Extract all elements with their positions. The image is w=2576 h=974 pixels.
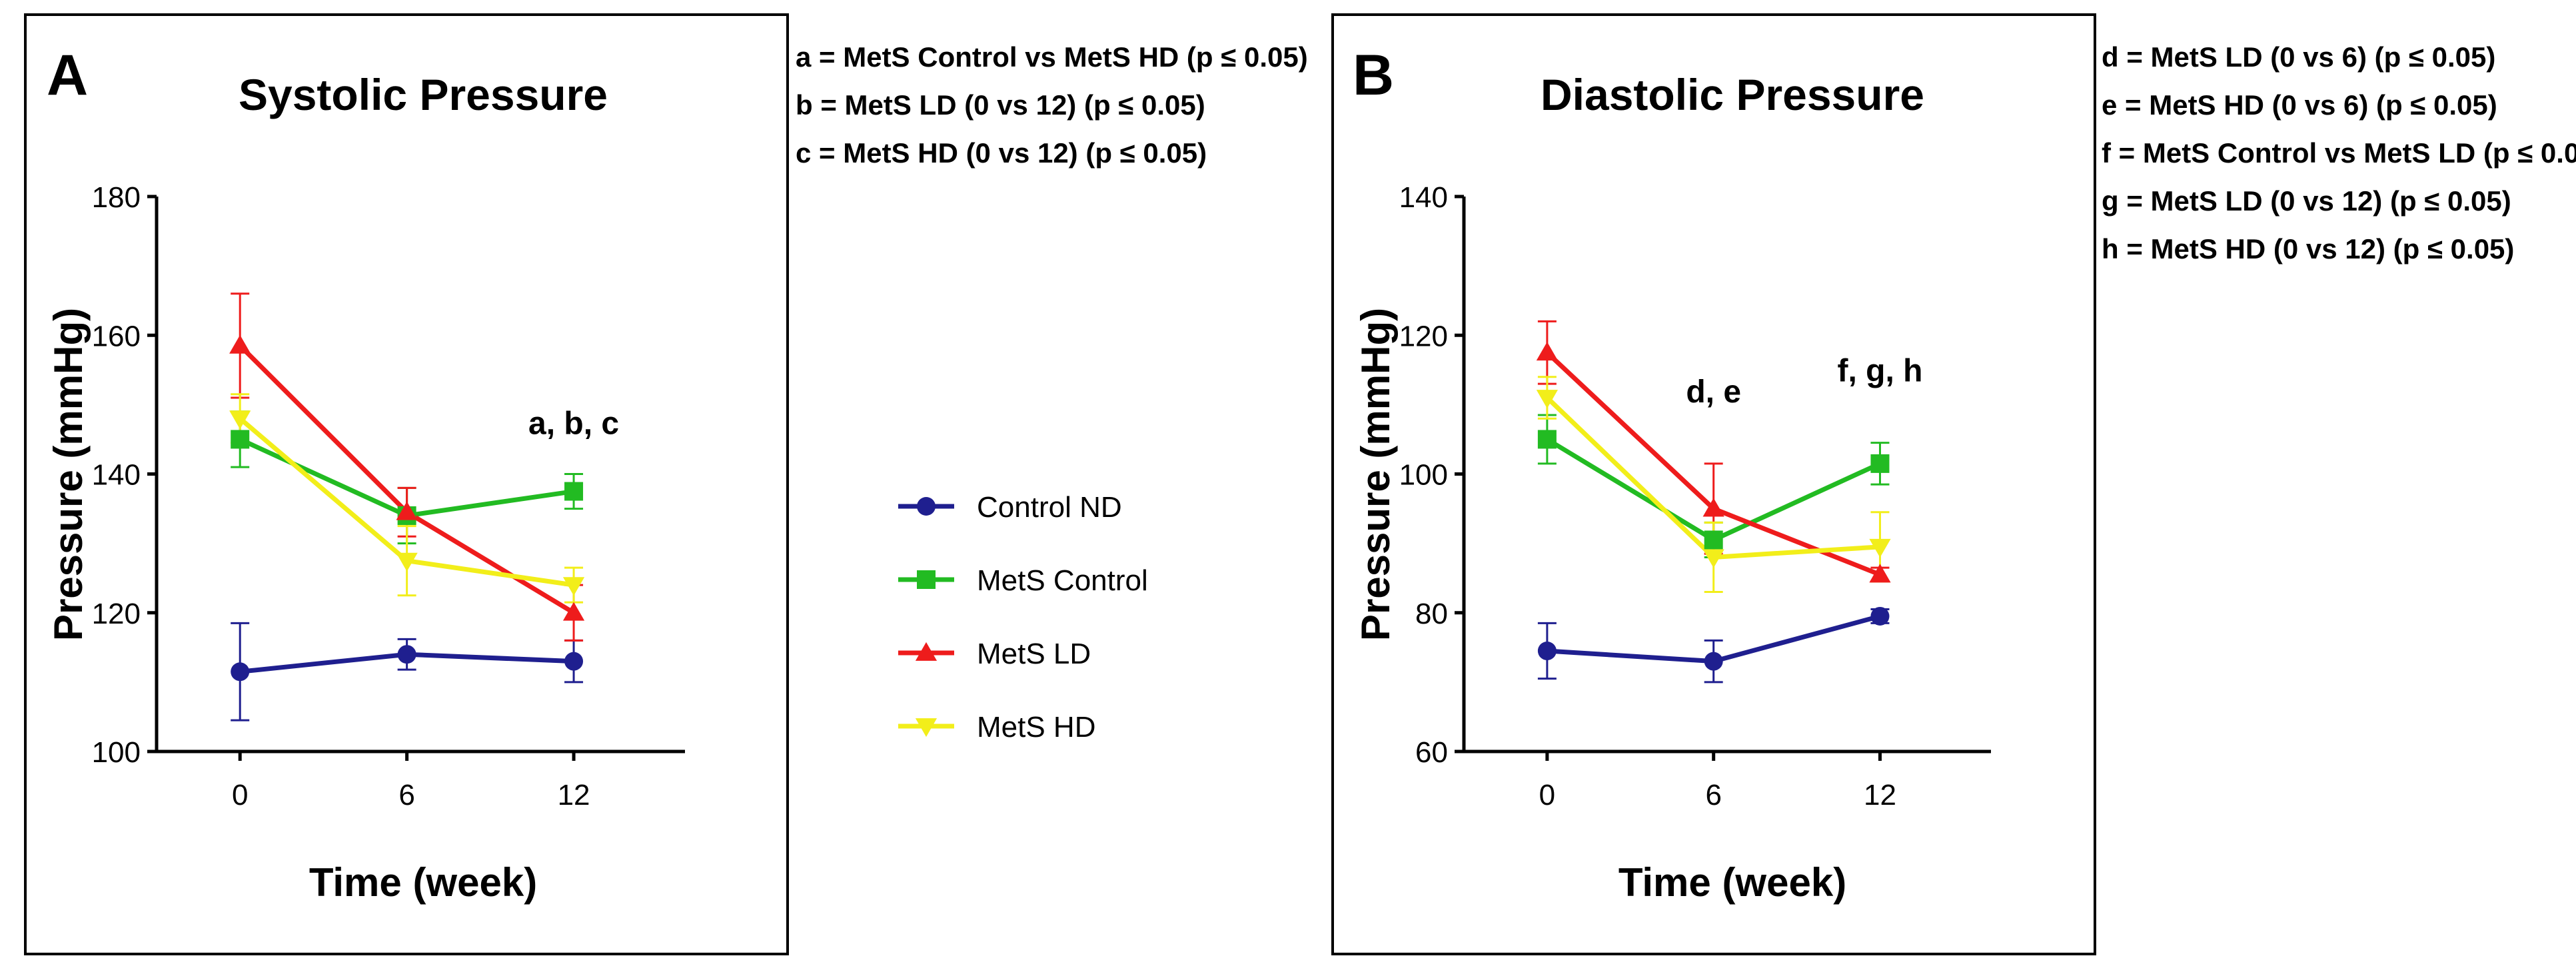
- panel-b-ylabel: Pressure (mmHg): [1353, 308, 1398, 641]
- legend-mets-hd-label: MetS HD: [977, 711, 1095, 743]
- panel-b-mets-hd-point: [1702, 549, 1724, 568]
- panel-a-x-tick-label: 6: [398, 779, 414, 811]
- panel-a-frame: [24, 13, 789, 955]
- panel-b-x-tick-label: 6: [1705, 779, 1721, 811]
- panel-a-mets-ld-point: [396, 501, 418, 520]
- panel-a-key-c: c = MetS HD (0 vs 12) (p ≤ 0.05): [796, 137, 1207, 169]
- panel-b-x-tick-label: 12: [1864, 779, 1896, 811]
- panel-a-control-nd-point: [397, 645, 416, 664]
- panel-b-control-nd-point: [1537, 642, 1557, 661]
- panel-a-control-nd-point: [231, 662, 250, 682]
- panel-a-letter: A: [47, 43, 88, 107]
- panel-b-y-tick-label: 120: [1399, 320, 1448, 352]
- panel-a-mets-control-point: [231, 430, 250, 449]
- panel-a-ylabel: Pressure (mmHg): [46, 308, 91, 641]
- panel-a-mets-ld-point: [562, 602, 585, 621]
- panel-a-mets-hd-point: [396, 552, 418, 572]
- panel-b-key-d: d = MetS LD (0 vs 6) (p ≤ 0.05): [2102, 41, 2495, 73]
- panel-a-y-tick-label: 160: [92, 320, 141, 352]
- panel-b-mets-hd-point: [1869, 538, 1891, 558]
- panel-b-mets-hd-point: [1536, 390, 1558, 409]
- legend-mets-ld-label: MetS LD: [977, 638, 1091, 670]
- legend-mets-hd-marker: [915, 718, 938, 737]
- panel-b-y-tick-label: 80: [1415, 598, 1448, 630]
- panel-b-mets-control-point: [1870, 454, 1890, 473]
- panel-b-mets-ld-point: [1702, 498, 1724, 517]
- panel-b-key-f: f = MetS Control vs MetS LD (p ≤ 0.05): [2102, 137, 2576, 169]
- panel-a-y-tick-label: 180: [92, 181, 141, 214]
- panel-a-mets-control-point: [564, 482, 584, 501]
- panel-a-key-a: a = MetS Control vs MetS HD (p ≤ 0.05): [796, 41, 1308, 73]
- panel-b-control-nd-point: [1704, 652, 1723, 671]
- panel-b-plot: 60 80 100 120 140 0 6 12 d, e f, g, h: [1399, 181, 1991, 811]
- panel-a-control-nd-point: [564, 652, 584, 671]
- legend: Control ND MetS Control MetS LD MetS HD: [898, 491, 1148, 743]
- panel-a-y-tick-label: 100: [92, 736, 141, 769]
- panel-b-title: Diastolic Pressure: [1541, 70, 1924, 119]
- panel-b-xlabel: Time (week): [1618, 860, 1846, 905]
- panel-a-annotation: a, b, c: [528, 406, 619, 442]
- panel-b-x-tick-label: 0: [1539, 779, 1555, 811]
- panel-a-mets-ld-point: [229, 334, 251, 354]
- panel-a-mets-hd-point: [562, 577, 585, 596]
- panel-a-title: Systolic Pressure: [239, 70, 608, 119]
- panel-b-key-e: e = MetS HD (0 vs 6) (p ≤ 0.05): [2102, 89, 2497, 121]
- panel-a-x-tick-label: 0: [232, 779, 248, 811]
- panel-b-control-nd-point: [1870, 606, 1890, 626]
- panel-b-key-g: g = MetS LD (0 vs 12) (p ≤ 0.05): [2102, 185, 2511, 217]
- legend-control-nd-label: Control ND: [977, 491, 1122, 524]
- legend-mets-control-label: MetS Control: [977, 564, 1148, 597]
- panel-b-key-h: h = MetS HD (0 vs 12) (p ≤ 0.05): [2102, 233, 2514, 264]
- panel-b-y-tick-label: 60: [1415, 736, 1448, 769]
- legend-control-nd-marker: [917, 497, 936, 516]
- panel-b-annotation: f, g, h: [1837, 354, 1922, 389]
- panel-a-y-tick-label: 120: [92, 598, 141, 630]
- panel-b-mets-ld-point: [1869, 564, 1891, 583]
- panel-a-xlabel: Time (week): [309, 860, 537, 905]
- panel-a-y-tick-label: 140: [92, 459, 141, 492]
- legend-mets-ld-marker: [915, 642, 938, 661]
- panel-b-mets-control-point: [1704, 530, 1723, 550]
- panel-a-mets-hd-point: [229, 410, 251, 430]
- panel-a-plot: 100 120 140 160 180 0 6 12 a, b, c: [92, 181, 685, 811]
- panel-b-annotation: d, e: [1686, 374, 1741, 410]
- panel-b-y-tick-label: 140: [1399, 181, 1448, 214]
- panel-b-frame: [1331, 13, 2096, 955]
- legend-mets-control-marker: [917, 570, 936, 589]
- panel-b-mets-control-point: [1537, 430, 1557, 449]
- panel-b-letter: B: [1353, 43, 1394, 107]
- panel-a-x-tick-label: 12: [558, 779, 590, 811]
- panel-b-y-tick-label: 100: [1399, 459, 1448, 492]
- panel-b-mets-ld-point: [1536, 342, 1558, 361]
- panel-a-key-b: b = MetS LD (0 vs 12) (p ≤ 0.05): [796, 89, 1205, 121]
